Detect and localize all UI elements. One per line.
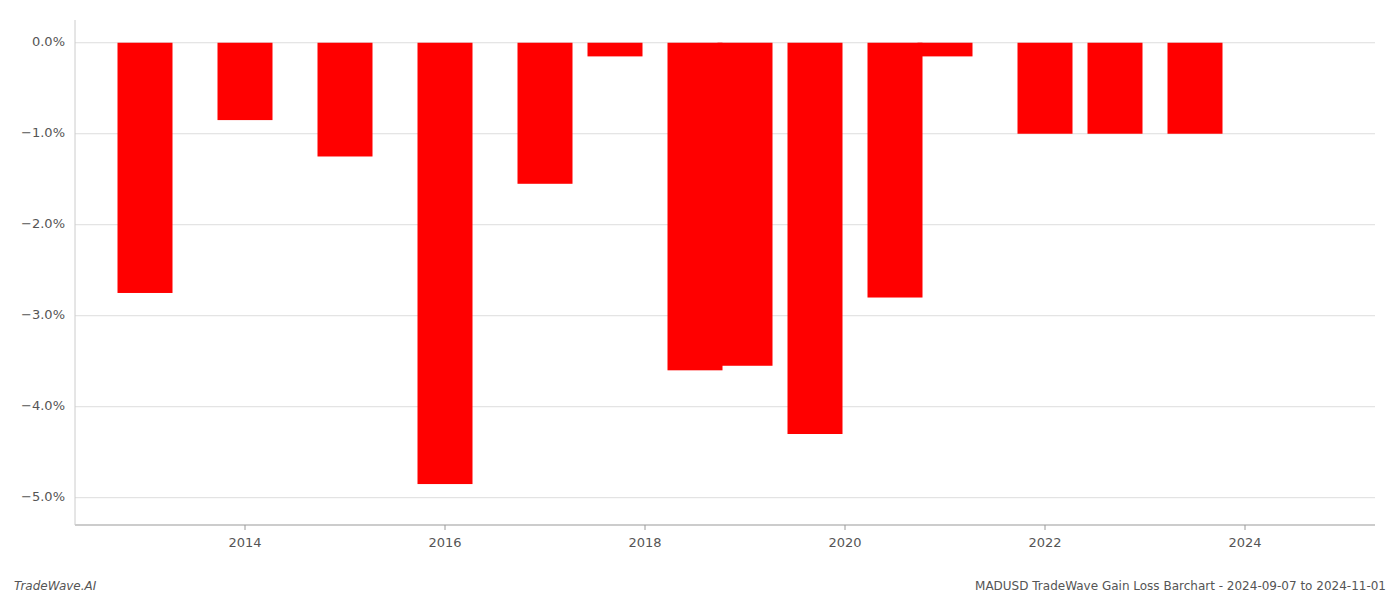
footer-right: MADUSD TradeWave Gain Loss Barchart - 20… (975, 579, 1386, 593)
y-tick-label: −4.0% (21, 398, 65, 413)
x-tick-label: 2016 (428, 535, 461, 550)
background (0, 0, 1400, 600)
x-tick (1245, 525, 1246, 530)
x-tick-label: 2022 (1028, 535, 1061, 550)
bar (588, 43, 643, 57)
bar (918, 43, 973, 57)
bar (1168, 43, 1223, 134)
x-tick-label: 2020 (828, 535, 861, 550)
x-tick-label: 2018 (628, 535, 661, 550)
bar (1018, 43, 1073, 134)
bar (668, 43, 723, 371)
bar (788, 43, 843, 434)
x-tick (245, 525, 246, 530)
bars (118, 43, 1223, 484)
bar (868, 43, 923, 298)
y-tick-label: −2.0% (21, 216, 65, 231)
y-tick-label: −3.0% (21, 307, 65, 322)
footer-left: TradeWave.AI (14, 579, 97, 593)
bar (218, 43, 273, 120)
y-grid (75, 43, 1375, 498)
x-tick (845, 525, 846, 530)
bar (518, 43, 573, 184)
x-tick-label: 2014 (228, 535, 261, 550)
y-tick-label: 0.0% (32, 34, 65, 49)
x-tick-label: 2024 (1228, 535, 1261, 550)
x-axis-line (75, 525, 1375, 526)
grid-line (75, 406, 1375, 407)
x-tick (445, 525, 446, 530)
y-axis-line (75, 20, 76, 525)
y-tick-label: −5.0% (21, 489, 65, 504)
chart: 0.0% −1.0% −2.0% −3.0% −4.0% −5.0% 2014 2016 201… (0, 0, 1400, 600)
bar (418, 43, 473, 484)
y-tick-label: −1.0% (21, 125, 65, 140)
bar (1088, 43, 1143, 134)
grid-line (75, 497, 1375, 498)
bar (718, 43, 773, 366)
bar (118, 43, 173, 293)
x-tick (645, 525, 646, 530)
bar (318, 43, 373, 157)
x-tick (1045, 525, 1046, 530)
